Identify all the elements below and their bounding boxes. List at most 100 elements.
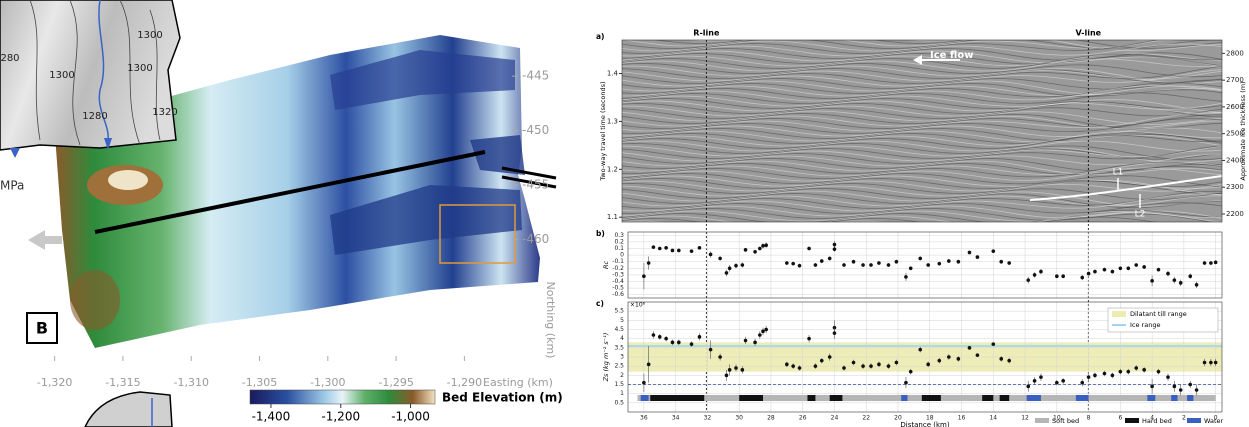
- seismic-layer: [622, 85, 1222, 102]
- seismic-layer: [622, 110, 1222, 125]
- seismic-layer: [622, 180, 1222, 194]
- y-tick-label: 0.3: [614, 232, 624, 239]
- point: [1118, 266, 1123, 271]
- band: [628, 345, 1222, 347]
- point: [813, 263, 818, 267]
- reflector: [1029, 175, 1222, 201]
- x-tick-label: 30: [735, 415, 743, 422]
- seismic-layer: [622, 80, 1222, 96]
- x-tick-label: 6: [1118, 415, 1122, 422]
- point: [827, 256, 832, 261]
- point: [1080, 275, 1085, 280]
- point: [743, 338, 748, 343]
- point: [797, 263, 802, 268]
- y-tick-label: 1.3: [607, 117, 618, 125]
- x-tick-label: 34: [672, 415, 680, 422]
- seismic-layer: [622, 63, 1222, 78]
- y-tick-label: -0.5: [612, 285, 624, 292]
- point: [1202, 360, 1207, 365]
- panel-label: B: [36, 319, 48, 338]
- point: [975, 353, 980, 357]
- legend-label: Soft bed: [1052, 417, 1079, 425]
- point: [1194, 283, 1199, 287]
- point: [991, 342, 996, 346]
- seismic-layer: [622, 78, 1222, 90]
- marker-label: R-line: [693, 29, 720, 38]
- seismic-layer: [622, 190, 1222, 207]
- bed-segment: [739, 395, 763, 401]
- point: [827, 355, 832, 359]
- legend-label: Ice range: [1130, 321, 1160, 329]
- point: [761, 329, 765, 334]
- point: [740, 263, 745, 267]
- point: [761, 244, 765, 248]
- trough: [330, 50, 515, 110]
- seismic-layer: [622, 82, 1222, 99]
- bed-segment: [999, 395, 1010, 401]
- point: [758, 333, 762, 337]
- x-tick-label: 22: [862, 415, 870, 422]
- x-tick-label: 32: [704, 415, 712, 422]
- panel-box: [26, 312, 58, 344]
- point: [718, 256, 722, 261]
- point: [926, 362, 930, 367]
- point: [1194, 388, 1199, 392]
- bed-segment: [829, 395, 843, 401]
- point: [670, 340, 675, 345]
- seismic-layer: [622, 173, 1222, 188]
- x-tick-label: 36: [640, 415, 648, 422]
- river: [98, 0, 109, 141]
- x-tick-label: 28: [767, 415, 775, 422]
- colorbar-tick-label: -1,200: [321, 410, 360, 424]
- x-tick-label: 14: [989, 415, 997, 422]
- point: [926, 263, 930, 267]
- point: [1166, 375, 1170, 379]
- panel-frame: [621, 39, 1223, 223]
- point: [1150, 384, 1154, 389]
- y-exponent: ×10⁶: [630, 302, 646, 309]
- seismic-layer: [622, 85, 1222, 97]
- y2-tick-label: 2200: [1226, 210, 1244, 218]
- point: [908, 369, 913, 374]
- point: [797, 366, 802, 370]
- connector: [501, 175, 557, 189]
- point: [894, 259, 899, 264]
- point: [1209, 360, 1213, 365]
- y-tick-label: 0.5: [614, 399, 624, 406]
- x-tick-label: 12: [1021, 415, 1029, 422]
- y2-tick-label: 2500: [1226, 130, 1244, 138]
- y-tick-label: 2.5: [614, 363, 624, 370]
- point: [832, 247, 837, 251]
- point: [1156, 369, 1161, 374]
- river-arrow: [104, 138, 112, 150]
- point: [1086, 271, 1091, 276]
- seismic-layer: [622, 195, 1222, 207]
- y-axis-label: Two-way travel time (seconds): [599, 81, 607, 181]
- point: [1172, 384, 1177, 389]
- seismic-layer: [622, 145, 1222, 162]
- point: [1102, 371, 1107, 376]
- point: [1202, 261, 1207, 265]
- point: [877, 362, 881, 367]
- panel-frame: [627, 231, 1223, 299]
- point: [1039, 375, 1043, 379]
- point: [1061, 274, 1065, 279]
- point: [886, 263, 891, 267]
- bed-segment: [901, 395, 908, 401]
- point: [1055, 274, 1059, 279]
- point: [999, 259, 1004, 264]
- legend-box: [1107, 307, 1219, 333]
- y-tick-label: -445: [522, 69, 549, 83]
- point: [813, 364, 818, 368]
- point: [727, 266, 732, 271]
- trough: [330, 185, 522, 255]
- seismic-layer: [622, 145, 1222, 164]
- point: [657, 335, 662, 339]
- x-tick-label: -1,300: [310, 376, 345, 389]
- x-tick-label: -1,315: [105, 376, 140, 389]
- bed-segment: [650, 395, 705, 401]
- point: [1142, 265, 1146, 269]
- point: [1007, 358, 1011, 363]
- x-tick-label: -1,310: [173, 376, 208, 389]
- point: [646, 261, 651, 265]
